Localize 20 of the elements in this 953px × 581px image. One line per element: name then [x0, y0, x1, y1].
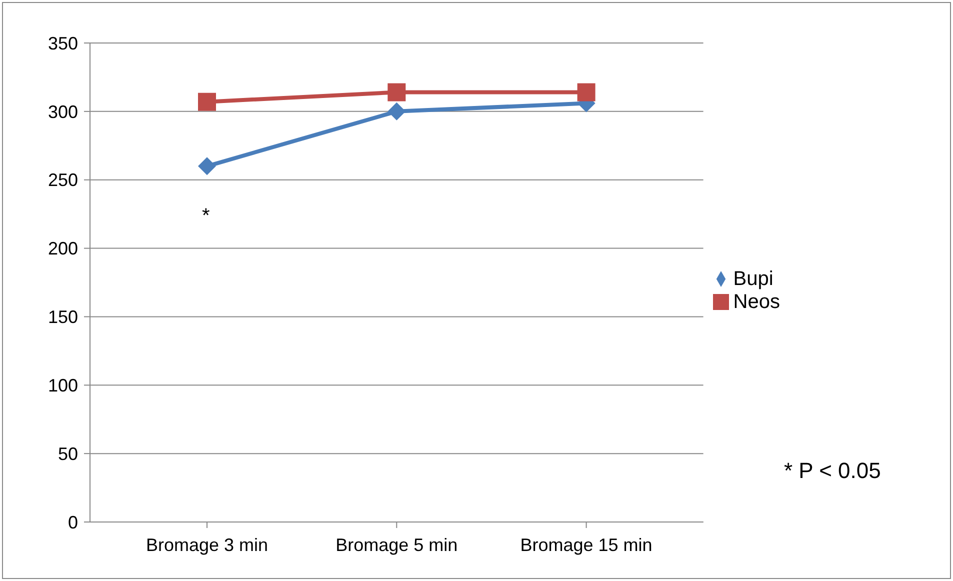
legend-label: Neos	[733, 290, 780, 312]
y-tick-label: 150	[48, 307, 78, 328]
y-tick-label: 50	[58, 444, 78, 464]
y-tick-label: 200	[48, 238, 78, 259]
y-tick-label: 0	[68, 512, 78, 532]
annotation: *	[202, 205, 210, 228]
legend-label: Bupi	[733, 268, 774, 290]
x-tick-label: Bromage 5 min	[336, 534, 458, 555]
point	[388, 102, 406, 120]
y-tick-label: 300	[48, 102, 78, 122]
point	[388, 83, 406, 102]
y-tick-label: 350	[48, 33, 78, 54]
y-tick-label: 100	[48, 376, 78, 396]
text: * P < 0.05	[784, 458, 881, 484]
x-tick-label: Bromage 3 min	[146, 534, 268, 555]
point	[198, 157, 216, 176]
point	[577, 83, 596, 102]
x-tick-label: Bromage 15 min	[520, 534, 652, 555]
y-tick-label: 250	[48, 170, 78, 190]
point	[198, 92, 216, 111]
